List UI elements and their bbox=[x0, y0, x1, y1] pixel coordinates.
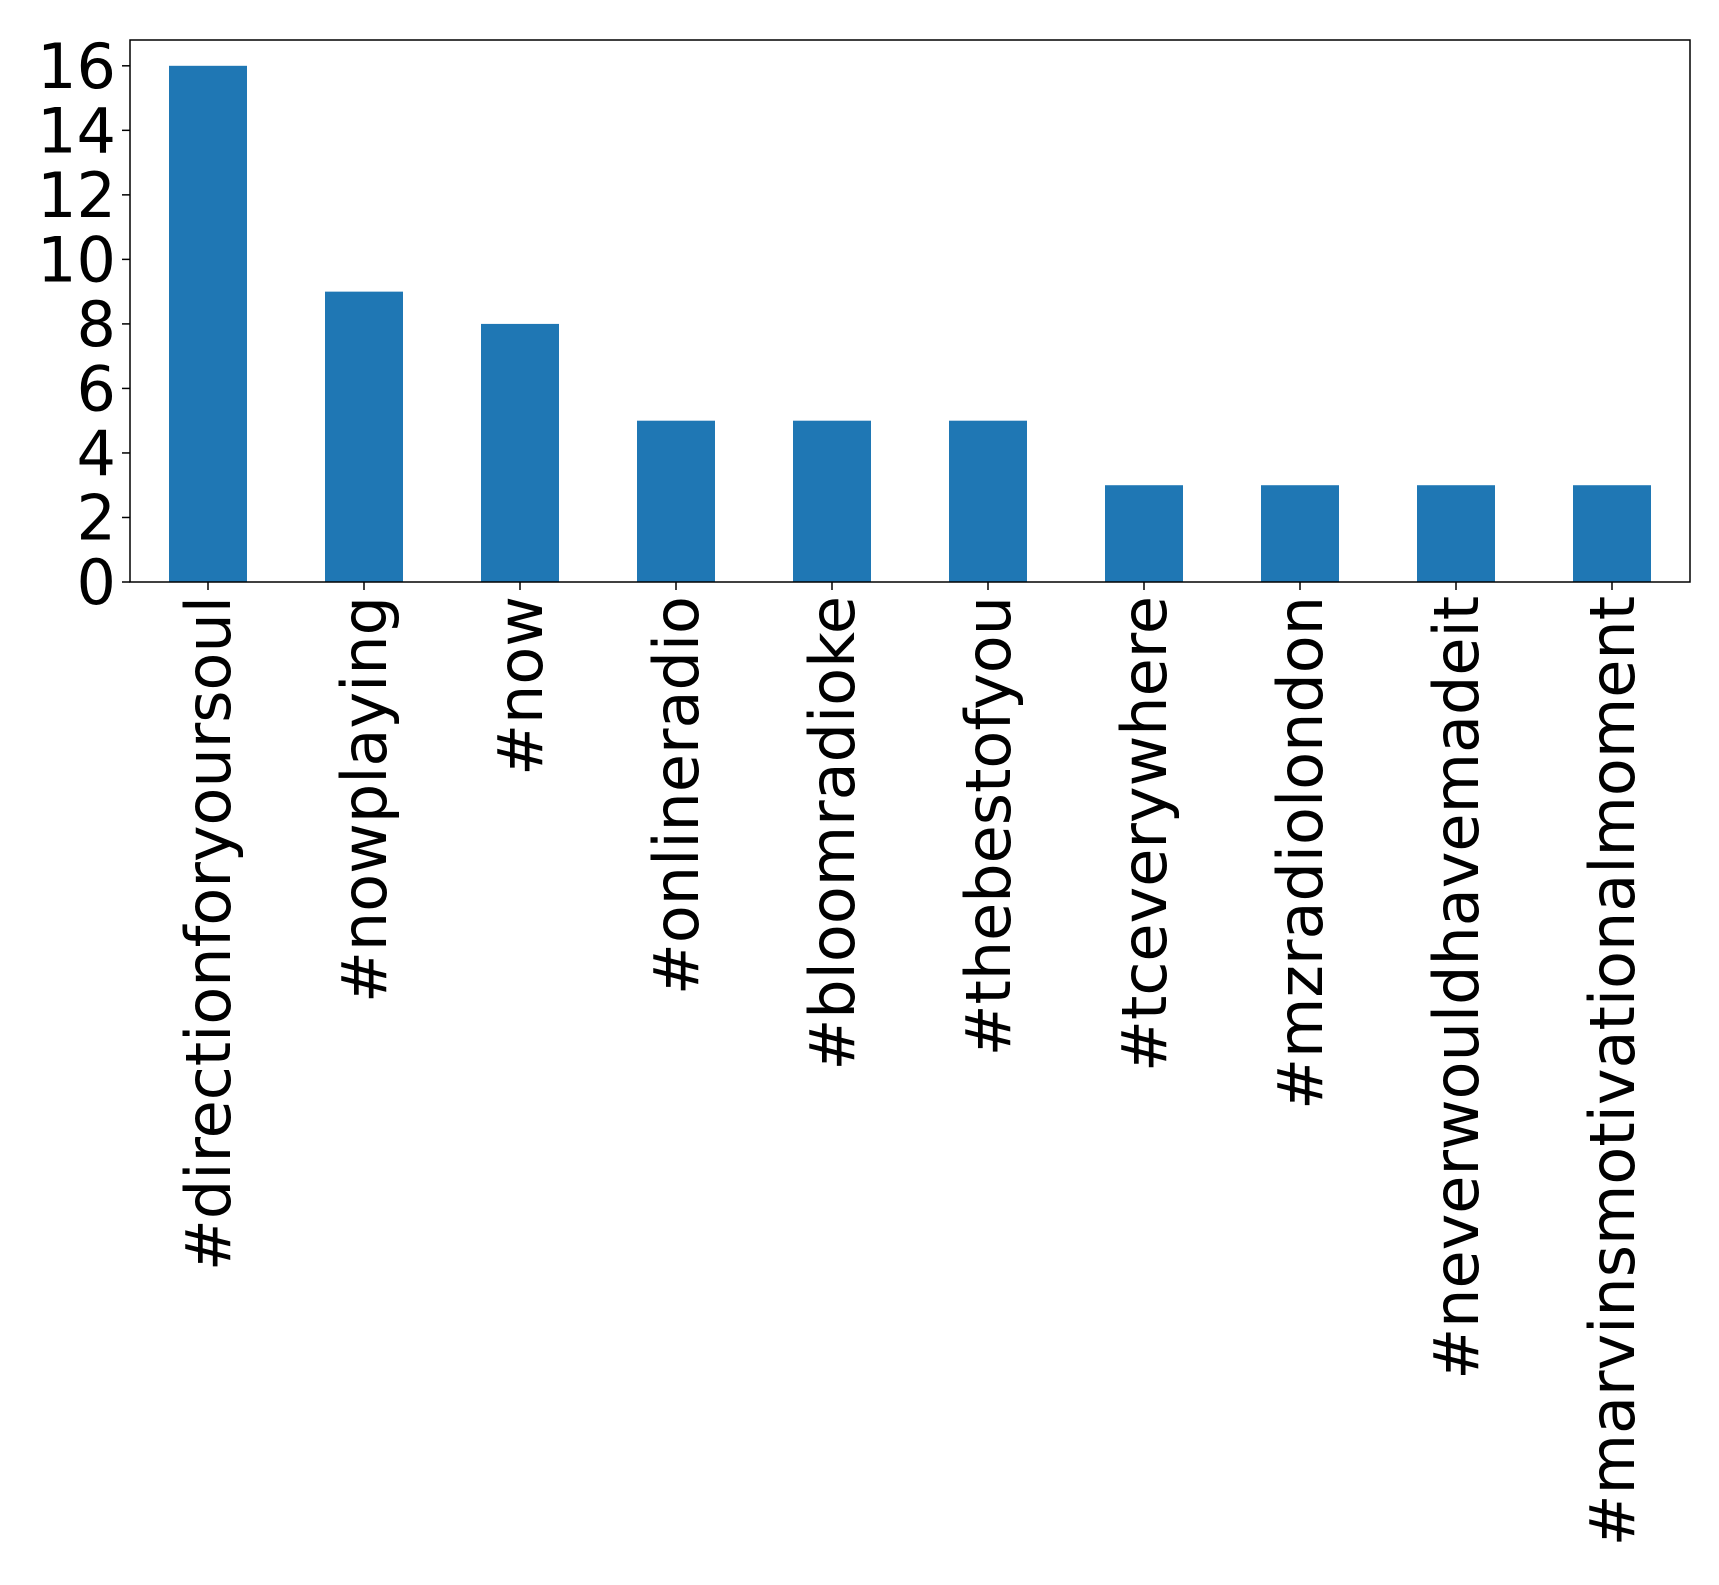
bar-thebestofyou bbox=[949, 420, 1027, 582]
bar-now bbox=[481, 323, 559, 582]
bar-mzradiolondon bbox=[1261, 485, 1339, 582]
y-tick-label: 10 bbox=[37, 223, 116, 296]
x-tick-label: #onlineradio bbox=[640, 596, 713, 995]
x-tick-label: #bloomradioke bbox=[796, 596, 869, 1071]
bar-nowplaying bbox=[325, 291, 403, 582]
bar-onlineradio bbox=[637, 420, 715, 582]
x-tick-label: #nowplaying bbox=[328, 596, 401, 1003]
bars bbox=[169, 65, 1651, 583]
y-tick-label: 0 bbox=[77, 546, 116, 619]
x-tick-label: #now bbox=[484, 596, 557, 776]
y-tick-label: 14 bbox=[37, 94, 116, 167]
y-tick-label: 4 bbox=[77, 417, 116, 490]
y-tick-label: 16 bbox=[37, 30, 116, 103]
x-tick-label: #tceverywhere bbox=[1108, 596, 1181, 1072]
y-tick-label: 12 bbox=[37, 159, 116, 232]
x-axis: #directionforyoursoul #nowplaying #now #onl… bbox=[172, 582, 1649, 1546]
x-tick-label: #neverwouldhavemadeit bbox=[1420, 596, 1493, 1380]
y-tick-label: 6 bbox=[77, 352, 116, 425]
plot-area-frame bbox=[129, 39, 1691, 583]
x-tick-label: #directionforyoursoul bbox=[172, 596, 245, 1271]
bar-directionforyoursoul bbox=[169, 65, 247, 583]
x-tick-label: #thebestofyou bbox=[952, 596, 1025, 1056]
bar-marvinsmotivationalmoment bbox=[1573, 485, 1651, 582]
x-tick-label: #mzradiolondon bbox=[1264, 596, 1337, 1110]
bar-bloomradioke bbox=[793, 420, 871, 582]
bar-tceverywhere bbox=[1105, 485, 1183, 582]
y-tick-label: 2 bbox=[77, 481, 116, 554]
x-tick-label: #marvinsmotivationalmoment bbox=[1576, 596, 1649, 1546]
bar-neverwouldhavemadeit bbox=[1417, 485, 1495, 582]
y-tick-label: 8 bbox=[77, 288, 116, 361]
